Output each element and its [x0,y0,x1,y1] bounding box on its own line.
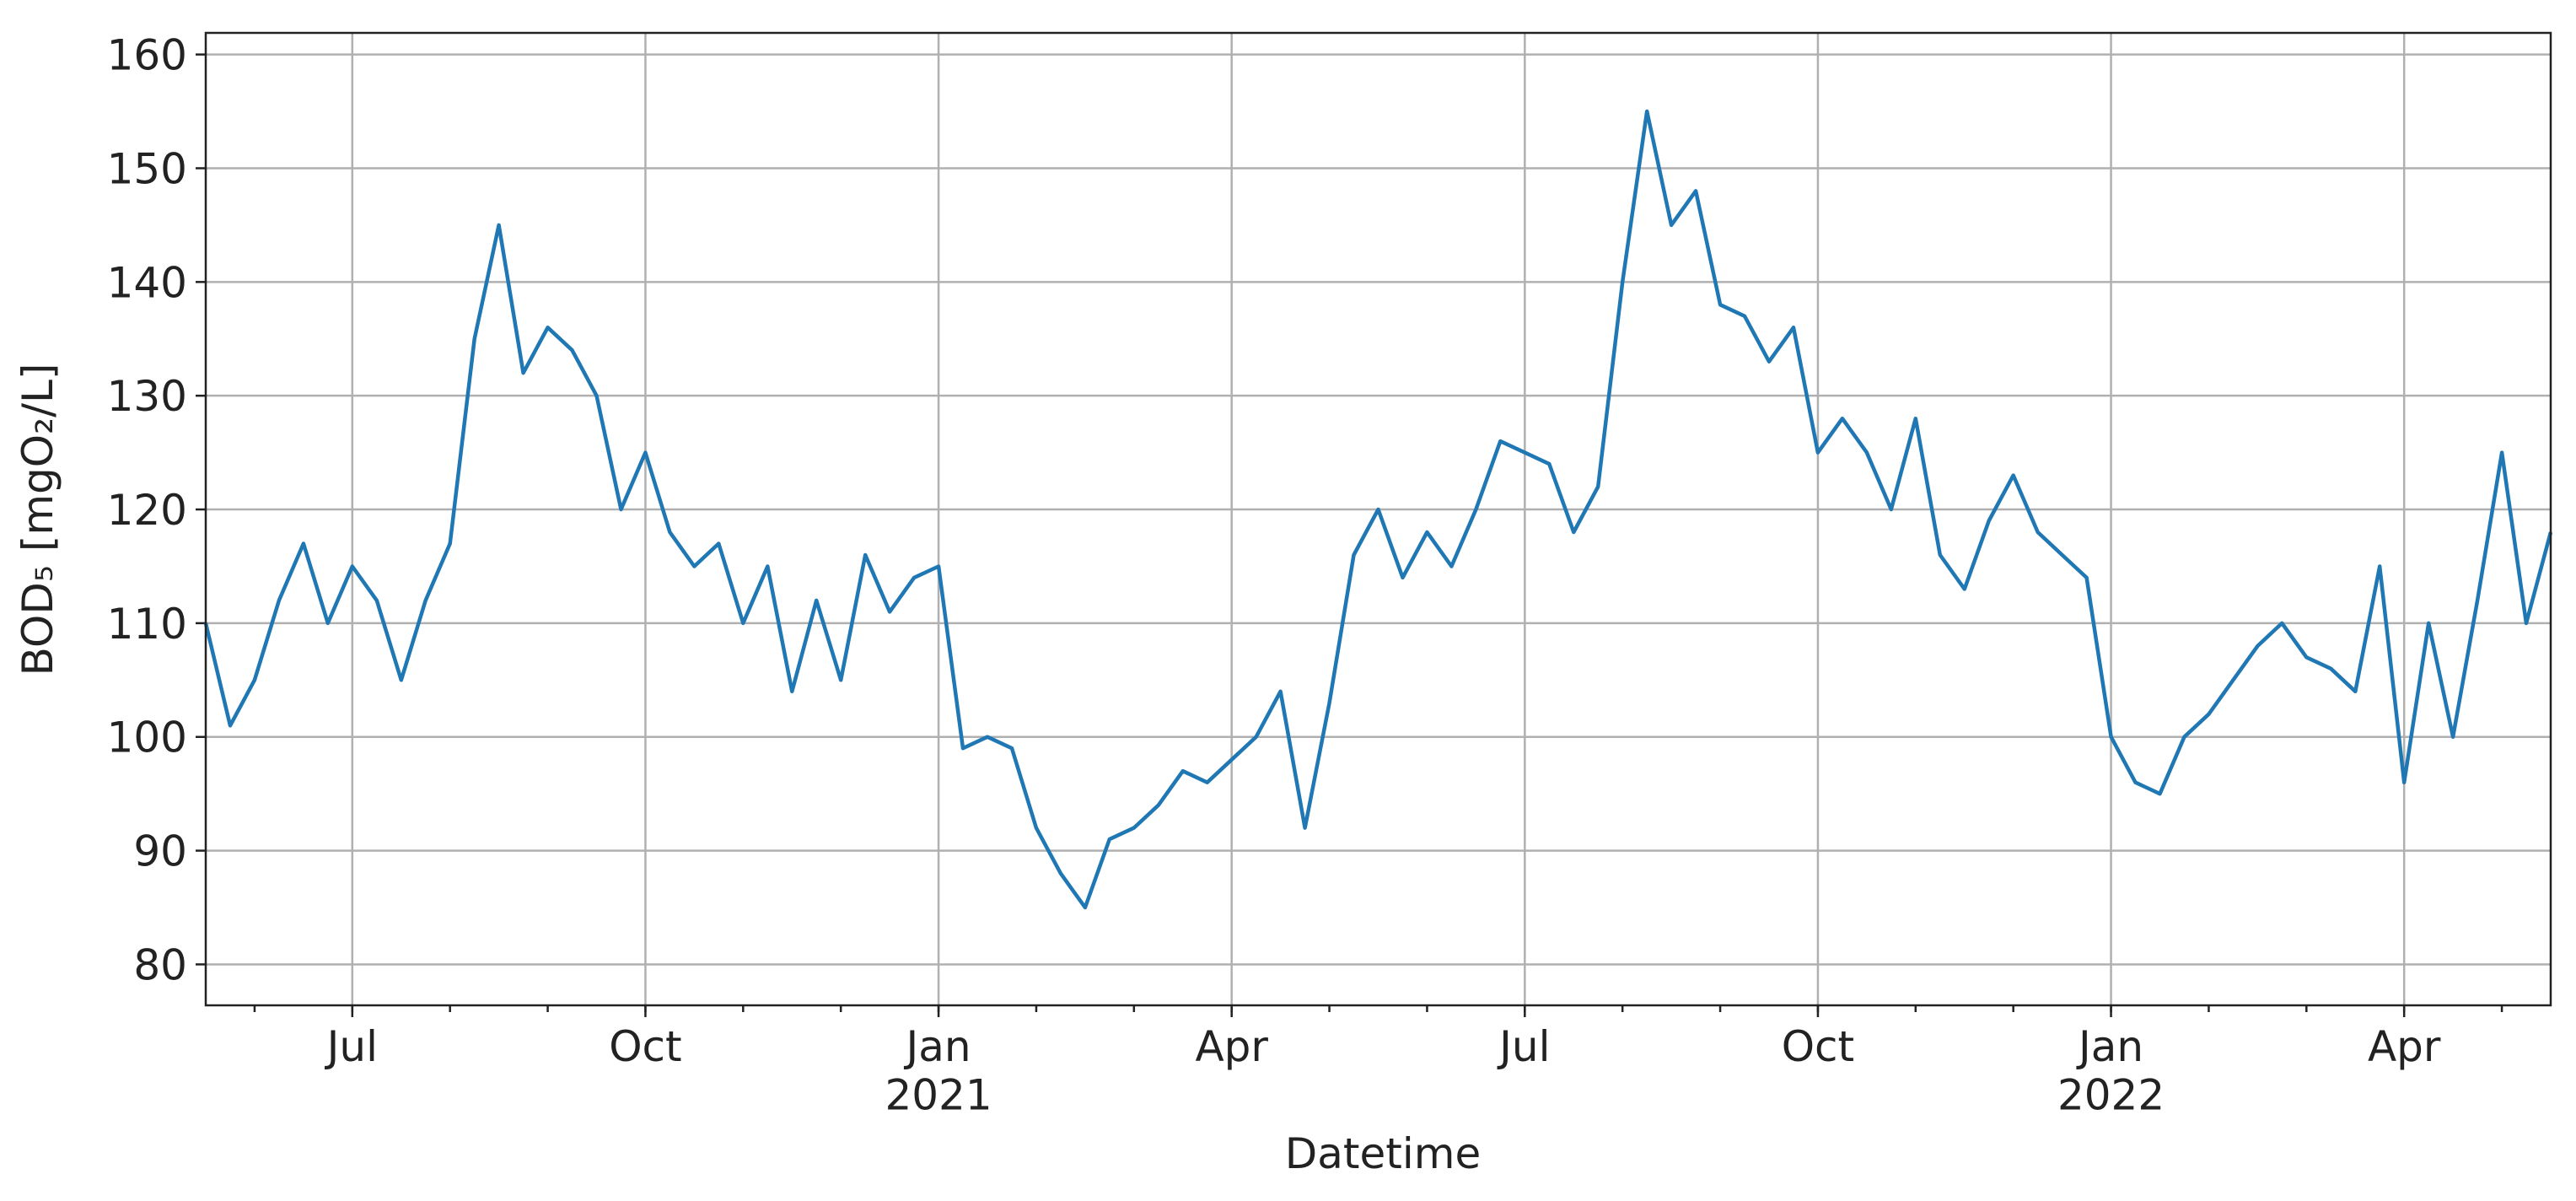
plot-frame [204,31,2552,1007]
x-tick-label: Jul [1497,1022,1550,1071]
y-tick-label: 130 [107,372,187,421]
y-tick-label: 80 [133,940,187,989]
x-tick-label: Jul [325,1022,378,1071]
y-tick-label: 120 [107,486,187,535]
x-tick-label: Oct [1782,1022,1854,1071]
y-tick-label: 110 [107,600,187,649]
y-tick-label: 150 [107,144,187,193]
x-tick-label: Jan 2021 [885,1022,992,1120]
y-tick-label: 160 [107,31,187,80]
x-tick-label: Oct [609,1022,681,1071]
y-tick-label: 90 [133,827,187,876]
x-tick-label: Jan 2022 [2057,1022,2165,1120]
y-tick-label: 140 [107,258,187,307]
x-axis-label: Datetime [1285,1129,1481,1178]
y-tick-label: 100 [107,714,187,762]
x-tick-label: Apr [2368,1022,2441,1071]
x-tick-label: Apr [1195,1022,1268,1071]
data-line [203,109,2553,910]
y-axis-label: BOD₅ [mgO₂/L] [13,364,62,676]
